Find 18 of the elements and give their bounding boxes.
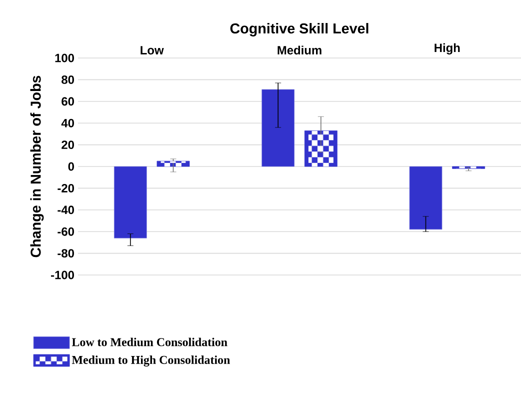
x-tick-label: Low bbox=[140, 46, 164, 54]
legend-label: Medium to High Consolidation bbox=[72, 356, 230, 366]
y-tick-label: 20 bbox=[62, 140, 74, 150]
y-tick-label: 40 bbox=[61, 118, 74, 128]
y-tick-label: -20 bbox=[58, 184, 74, 192]
y-tick-label: -100 bbox=[51, 270, 74, 280]
y-tick-label: 80 bbox=[62, 75, 74, 84]
y-tick-label: -60 bbox=[58, 227, 74, 236]
y-tick-label: -40 bbox=[58, 206, 74, 214]
x-axis-title: Cognitive Skill Level bbox=[230, 23, 368, 36]
y-tick-label: 0 bbox=[68, 162, 74, 171]
legend-label: Low to Medium Consolidation bbox=[72, 338, 228, 346]
y-tick-label: 100 bbox=[55, 54, 74, 62]
y-tick-label: -80 bbox=[58, 249, 74, 258]
y-axis-title: Change in Number of Jobs bbox=[30, 76, 44, 258]
x-tick-label: Medium bbox=[278, 46, 322, 54]
x-tick-label: High bbox=[434, 43, 460, 54]
y-tick-label: 60 bbox=[62, 97, 74, 106]
